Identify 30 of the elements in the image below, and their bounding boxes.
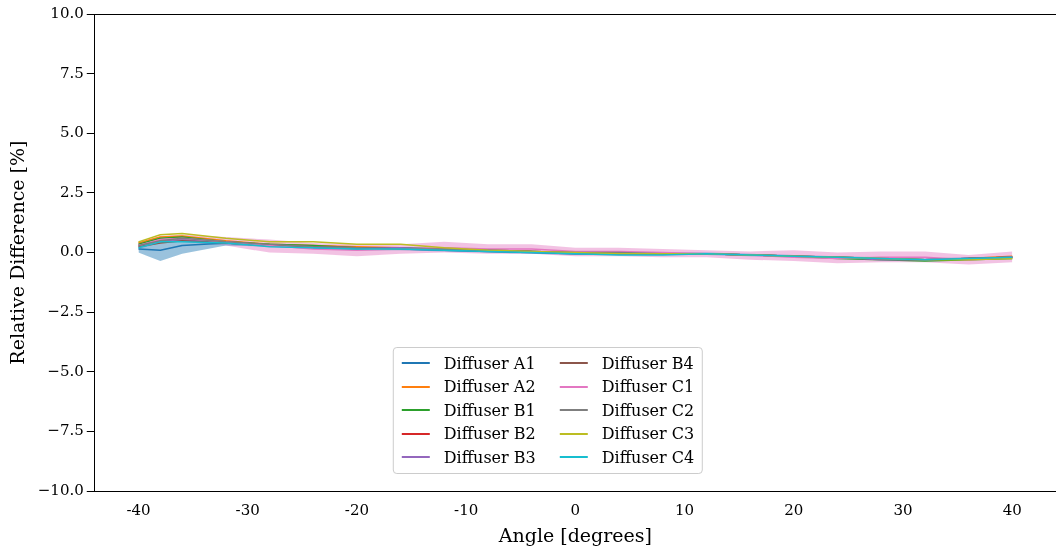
legend-label: Diffuser B3 (443, 447, 536, 467)
legend-label: Diffuser B2 (443, 424, 536, 444)
x-tick-label: 0 (570, 501, 581, 520)
y-tick-label: −2.5 (47, 302, 84, 321)
legend-label: Diffuser C3 (601, 424, 695, 444)
legend-label: Diffuser C1 (601, 377, 695, 397)
y-axis-title: Relative Difference [%] (6, 140, 29, 365)
x-tick-label: -30 (235, 501, 260, 520)
legend-label: Diffuser A2 (443, 377, 536, 397)
x-axis-title: Angle [degrees] (497, 523, 652, 546)
x-tick-label: -10 (454, 501, 479, 520)
x-tick-label: 10 (675, 501, 695, 520)
y-tick-label: 2.5 (59, 182, 84, 201)
y-tick-label: 0.0 (59, 242, 84, 261)
y-tick-label: −7.5 (47, 421, 84, 440)
legend-label: Diffuser C4 (601, 447, 695, 467)
y-tick-label: 10.0 (50, 3, 84, 22)
y-tick-label: −5.0 (47, 361, 84, 380)
legend-label: Diffuser A1 (443, 353, 536, 373)
x-tick-label: 20 (784, 501, 804, 520)
y-tick-label: 5.0 (59, 123, 84, 142)
x-tick-label: 30 (893, 501, 913, 520)
x-tick-label: -40 (126, 501, 151, 520)
x-tick-label: -20 (344, 501, 369, 520)
y-tick-label: 7.5 (59, 63, 84, 82)
legend-label: Diffuser B1 (443, 400, 536, 420)
legend-label: Diffuser B4 (601, 353, 694, 373)
y-tick-label: −10.0 (37, 481, 84, 500)
x-tick-label: 40 (1002, 501, 1022, 520)
legend-label: Diffuser C2 (601, 400, 695, 420)
